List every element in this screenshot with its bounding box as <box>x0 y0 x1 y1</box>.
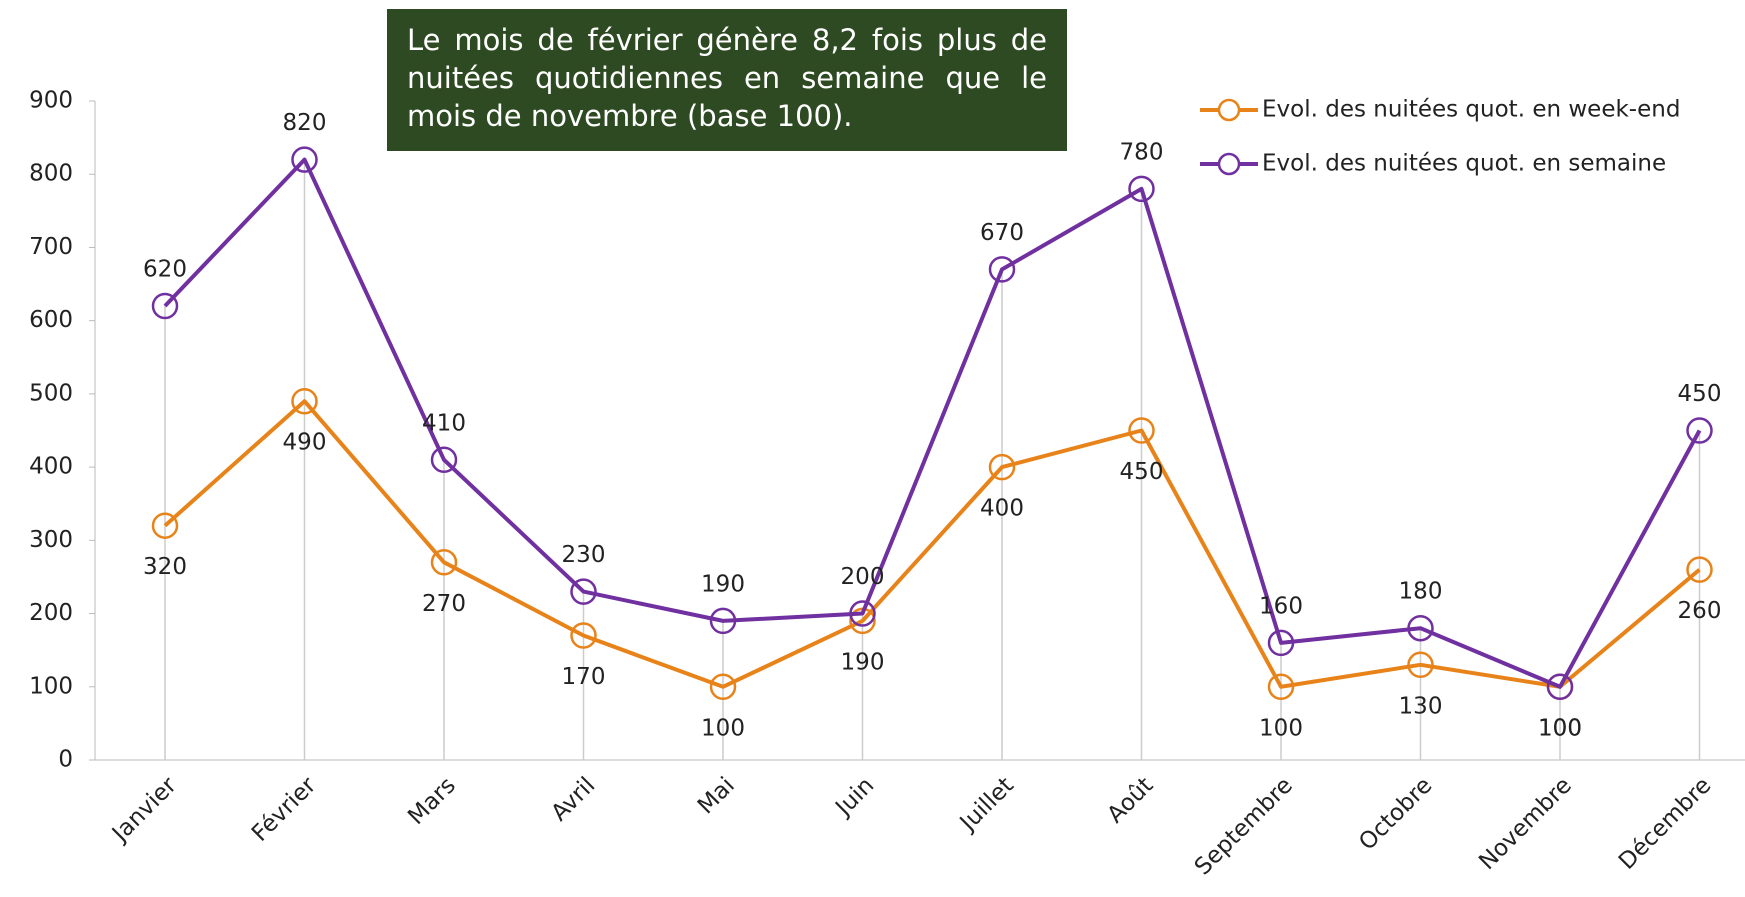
data-label: 320 <box>143 554 187 580</box>
y-tick-label: 300 <box>29 527 73 553</box>
data-label: 780 <box>1120 139 1164 165</box>
data-label: 200 <box>841 564 885 590</box>
series-line <box>163 399 1701 689</box>
y-tick-label: 100 <box>29 673 73 699</box>
marker <box>151 292 179 320</box>
y-tick-label: 500 <box>29 380 73 406</box>
data-label: 490 <box>283 430 327 456</box>
x-tick-label: Septembre <box>1190 772 1298 880</box>
legend-marker <box>1217 98 1241 122</box>
x-tick-label: Juillet <box>954 772 1019 837</box>
marker <box>988 453 1016 481</box>
marker <box>1407 614 1434 642</box>
marker <box>430 446 458 474</box>
x-tick-label: Avril <box>546 772 600 826</box>
data-label: 450 <box>1120 459 1164 485</box>
data-label: 450 <box>1678 381 1722 407</box>
marker <box>1128 417 1155 444</box>
annotation: Le mois de février génère 8,2 fois plus … <box>387 9 1067 151</box>
data-label: 100 <box>1538 715 1582 741</box>
legend-label: Evol. des nuitées quot. en week-end <box>1262 97 1680 123</box>
marker <box>570 578 597 605</box>
marker <box>709 607 737 635</box>
marker <box>1686 556 1713 583</box>
data-label: 410 <box>422 410 466 436</box>
marker <box>151 512 179 539</box>
x-tick-label: Mars <box>403 772 461 830</box>
data-label: 170 <box>562 664 606 690</box>
data-label: 620 <box>143 257 187 283</box>
marker <box>1546 673 1574 701</box>
marker <box>291 387 318 415</box>
data-label: 670 <box>980 220 1024 246</box>
y-tick-label: 0 <box>58 747 73 773</box>
legend-label: Evol. des nuitées quot. en semaine <box>1262 151 1666 177</box>
y-tick-label: 800 <box>29 161 73 187</box>
y-tick-label: 200 <box>29 600 73 626</box>
data-label: 180 <box>1399 579 1443 605</box>
data-label: 130 <box>1399 693 1443 719</box>
data-label: 230 <box>562 542 606 568</box>
x-tick-label: Août <box>1102 772 1158 828</box>
marker <box>709 673 737 701</box>
marker <box>291 146 318 173</box>
marker <box>1267 629 1295 657</box>
marker <box>1128 175 1155 203</box>
marker <box>849 600 876 627</box>
marker <box>1267 673 1295 701</box>
x-tick-label: Décembre <box>1614 772 1716 874</box>
marker <box>1407 651 1434 679</box>
legend-marker <box>1217 152 1241 176</box>
data-label: 400 <box>980 496 1024 522</box>
y-tick-label: 600 <box>29 307 73 333</box>
x-tick-label: Mai <box>693 772 740 819</box>
data-label: 160 <box>1259 593 1303 619</box>
x-tick-label: Février <box>247 772 322 847</box>
data-label: 100 <box>701 715 745 741</box>
marker <box>988 256 1016 283</box>
x-tick-label: Janvier <box>106 772 182 848</box>
x-tick-label: Novembre <box>1474 772 1577 875</box>
y-tick-label: 400 <box>29 454 73 480</box>
marker <box>570 622 597 649</box>
data-label: 100 <box>1538 715 1582 741</box>
x-tick-label: Juin <box>830 772 880 822</box>
marker <box>430 549 458 576</box>
data-label: 190 <box>841 649 885 675</box>
data-label: 260 <box>1678 598 1722 624</box>
data-label: 100 <box>1259 715 1303 741</box>
x-tick-label: Octobre <box>1354 772 1437 855</box>
data-label: 190 <box>701 571 745 597</box>
data-label: 820 <box>283 110 327 136</box>
marker <box>1686 417 1713 444</box>
series-line <box>163 157 1702 689</box>
y-tick-label: 700 <box>29 234 73 260</box>
y-tick-label: 900 <box>29 88 73 114</box>
data-label: 270 <box>422 591 466 617</box>
